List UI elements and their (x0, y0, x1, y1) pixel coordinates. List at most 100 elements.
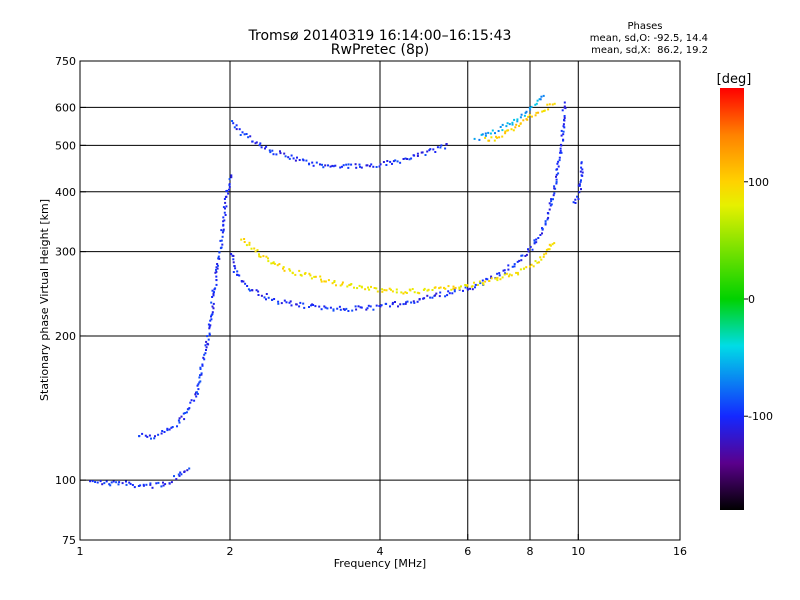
x-tick-label: 8 (527, 545, 534, 558)
data-point (198, 381, 201, 384)
data-point (141, 432, 144, 435)
data-point (452, 285, 455, 288)
data-point (255, 141, 258, 144)
data-point (201, 363, 204, 366)
data-point (103, 482, 106, 485)
data-point (329, 165, 332, 168)
data-point (302, 302, 305, 305)
data-point (354, 305, 357, 308)
data-point (339, 308, 342, 311)
data-point (214, 287, 217, 290)
data-point (162, 481, 164, 484)
data-point (219, 239, 222, 242)
data-point (548, 248, 551, 251)
data-point (376, 290, 379, 293)
data-point (222, 220, 225, 223)
data-point (228, 183, 231, 185)
data-point (339, 166, 342, 169)
data-point (222, 228, 225, 231)
data-point (173, 475, 175, 478)
data-point (170, 481, 173, 484)
data-point (138, 435, 141, 438)
data-point (530, 263, 533, 266)
data-point (399, 161, 402, 164)
data-point (215, 275, 218, 278)
data-point (563, 105, 566, 108)
data-point (466, 284, 469, 287)
data-point (580, 188, 582, 191)
y-tick-label: 100 (55, 474, 76, 487)
x-tick-label: 2 (227, 545, 234, 558)
data-point (291, 271, 294, 274)
data-point (439, 291, 442, 294)
data-point (210, 318, 213, 321)
data-point (580, 161, 583, 164)
data-point (345, 163, 348, 166)
data-point (121, 482, 124, 485)
data-point (405, 292, 408, 294)
chart-title: Tromsø 20140319 16:14:00–16:15:43 (248, 28, 512, 44)
data-point (327, 164, 329, 167)
data-point (531, 115, 533, 118)
data-point (517, 273, 520, 276)
data-point (453, 288, 456, 291)
data-point (580, 179, 582, 182)
data-point (451, 292, 454, 295)
data-point (243, 133, 246, 136)
data-point (521, 254, 524, 257)
data-point (406, 300, 409, 303)
data-point (303, 272, 306, 275)
data-point (533, 239, 536, 242)
data-point (541, 227, 544, 230)
data-point (556, 168, 559, 171)
data-point (285, 301, 288, 304)
data-point (197, 388, 200, 391)
colorbar-tick-label: -100 (748, 410, 773, 423)
data-point (131, 484, 134, 486)
data-point (529, 245, 532, 248)
data-point (364, 288, 367, 291)
data-point (220, 246, 223, 249)
data-point (336, 307, 339, 310)
data-point (108, 483, 111, 486)
data-point (290, 154, 293, 157)
data-point (217, 255, 220, 258)
data-point (284, 155, 287, 158)
data-point (204, 344, 207, 347)
data-point (423, 287, 426, 290)
data-point (313, 275, 316, 278)
data-point (535, 238, 538, 241)
data-point (534, 114, 537, 117)
data-point (230, 174, 233, 177)
data-point (224, 214, 227, 216)
data-point (529, 108, 532, 111)
data-point (444, 147, 447, 150)
stats-line-o: mean, sd,O: -92.5, 14.4 (590, 33, 708, 44)
data-point (145, 483, 148, 486)
data-point (319, 163, 321, 166)
data-point (516, 120, 519, 123)
data-point (246, 285, 249, 287)
data-point (339, 284, 342, 287)
data-point (356, 287, 359, 290)
data-point (117, 483, 120, 486)
data-point (267, 296, 270, 299)
data-point (458, 287, 461, 290)
data-point (280, 302, 283, 305)
data-point (372, 165, 375, 168)
data-point (505, 272, 508, 275)
data-point (559, 149, 562, 152)
data-point (311, 161, 314, 164)
data-point (256, 249, 259, 252)
data-point (556, 162, 559, 165)
data-point (563, 119, 566, 122)
data-point (94, 481, 97, 483)
data-point (535, 111, 538, 114)
data-point (481, 279, 484, 282)
data-point (444, 295, 447, 298)
data-point (332, 165, 335, 168)
data-point (385, 164, 388, 166)
data-point (233, 126, 236, 129)
data-point (510, 274, 513, 277)
data-point (505, 125, 508, 128)
